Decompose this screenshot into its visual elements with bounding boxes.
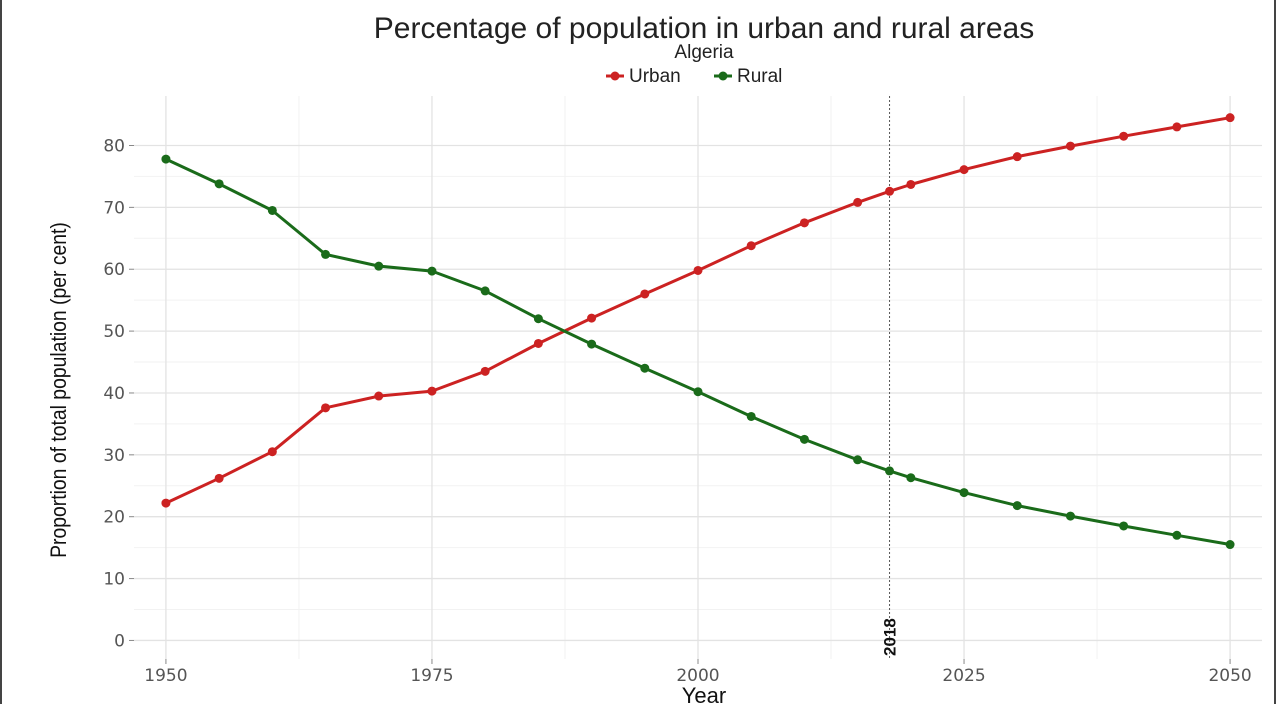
data-point-urban [1225,113,1235,123]
data-point-urban [693,265,703,275]
data-point-urban [1172,122,1182,132]
data-point-rural [214,179,224,189]
series-line-urban [165,116,1231,505]
data-point-urban [427,386,437,396]
data-point-urban [885,186,895,196]
data-point-urban [640,289,650,299]
data-point-urban [587,313,597,323]
x-tick-label: 1975 [410,666,453,686]
y-tick-label: 30 [103,446,125,466]
chart-title: Percentage of population in urban and ru… [374,12,1034,45]
chart-subtitle: Algeria [674,42,734,63]
data-point-rural [533,314,543,324]
data-point-rural [1012,501,1022,511]
x-tick-label: 1950 [144,666,187,686]
y-tick-label: 20 [103,508,125,528]
data-point-urban [1012,152,1022,162]
x-tick-label: 2000 [676,666,719,686]
y-tick-label: 80 [103,136,125,156]
data-point-rural [959,488,969,498]
y-axis-title: Proportion of total population (per cent… [47,222,71,558]
data-point-rural [374,261,384,271]
data-point-rural [587,339,597,349]
data-point-urban [533,338,543,348]
data-point-rural [161,154,171,164]
data-point-urban [1065,141,1075,151]
y-tick-label: 70 [103,198,125,218]
data-point-rural [799,434,809,444]
data-point-rural [1119,521,1129,531]
series-line-rural [165,157,1231,546]
y-tick-label: 50 [103,322,125,342]
y-tick-label: 10 [103,570,125,590]
data-point-urban [959,165,969,175]
x-tick-label: 2025 [942,666,985,686]
data-point-rural [746,411,756,421]
legend-urban-label: Urban [629,66,681,87]
y-tick-label: 0 [114,631,125,651]
y-tick-label: 60 [103,260,125,280]
data-point-rural [480,286,490,296]
legend-rural-swatch-dot [718,71,728,81]
data-point-rural [853,455,863,465]
data-point-urban [906,179,916,189]
plot-area: 0 10 20 30 40 50 60 70 80 1950 1975 2000 2025 2050 201… [103,96,1262,686]
data-point-urban [480,366,490,376]
data-point-urban [1119,131,1129,141]
legend: Urban Rural [606,66,782,87]
x-tick-label: 2050 [1208,666,1251,686]
legend-rural-label: Rural [737,66,782,87]
data-point-rural [885,466,895,476]
x-axis-title: Year [682,683,726,704]
data-point-urban [161,498,171,508]
data-point-urban [214,473,224,483]
data-point-rural [1172,530,1182,540]
reference-line-label: 2018 [881,618,900,656]
data-point-rural [267,205,277,215]
data-point-urban [799,218,809,228]
data-point-rural [1225,540,1235,550]
data-point-urban [374,391,384,401]
data-point-rural [321,249,331,259]
data-point-rural [906,473,916,483]
data-point-rural [1065,511,1075,521]
y-tick-label: 40 [103,384,125,404]
data-point-rural [640,363,650,373]
data-point-rural [693,387,703,397]
data-point-rural [427,266,437,276]
data-point-urban [746,241,756,251]
data-point-urban [321,403,331,413]
data-point-urban [853,197,863,207]
data-point-urban [267,447,277,457]
legend-urban-swatch-dot [610,71,620,81]
